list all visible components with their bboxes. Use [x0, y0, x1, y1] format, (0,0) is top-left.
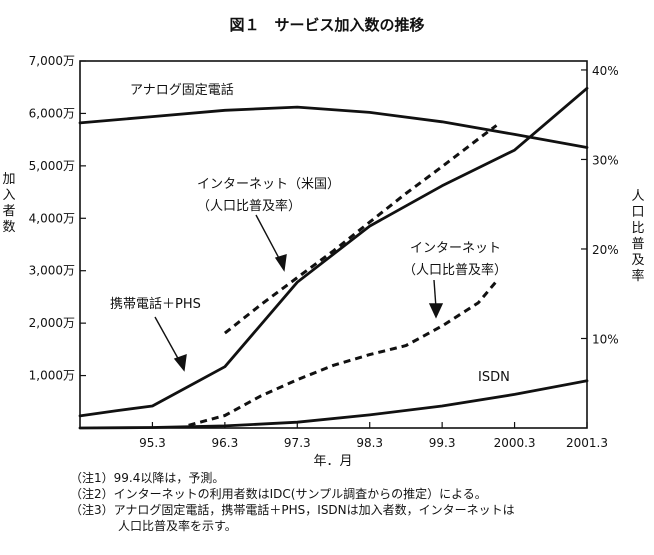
annotation-internet-2: （人口比普及率） — [403, 262, 507, 278]
x-tick-label: 95.3 — [139, 436, 166, 450]
note-1-mark: （注1） — [70, 471, 114, 485]
annotation-analog: アナログ固定電話 — [130, 82, 234, 98]
note-2-mark: （注2） — [70, 487, 114, 501]
note-3-text: アナログ固定電話，携帯電話＋PHS，ISDNは加入者数，インターネットは — [113, 503, 515, 517]
service-subscriptions-chart: 図１ サービス加入数の推移 1,000万 2,000万 3,000万 4,000万 5,… — [2, 16, 644, 469]
right-tick-label: 40% — [592, 64, 619, 78]
chart-title: 図１ サービス加入数の推移 — [229, 16, 424, 34]
x-tick-label: 2001.3 — [566, 436, 608, 450]
arrowhead-mobile — [173, 353, 187, 372]
left-tick-label: 5,000万 — [29, 159, 75, 173]
left-tick-label: 2,000万 — [29, 316, 75, 330]
series-line-1 — [78, 86, 589, 418]
right-tick-label: 20% — [592, 243, 619, 257]
arrowhead-internet — [428, 303, 444, 319]
notes: （注1）99.4以降は，予測。 （注2）インターネットの利用者数はIDC(サンプ… — [70, 470, 650, 534]
arrow-mobile — [154, 316, 181, 363]
left-tick-label: 6,000万 — [29, 106, 75, 120]
x-tick-label: 2000.3 — [494, 436, 536, 450]
x-tick-label: 97.3 — [284, 436, 311, 450]
note-2: （注2）インターネットの利用者数はIDC(サンプル調査からの推定）による。 — [70, 486, 650, 502]
annotation-us-internet-2: （人口比普及率） — [197, 198, 301, 214]
right-tick-label: 10% — [592, 332, 619, 346]
ylabel-right-text: 人口比普及率 — [631, 189, 644, 284]
annotation-internet-1: インターネット — [410, 241, 501, 256]
x-tick-label: 98.3 — [356, 436, 383, 450]
left-axis-ticks: 1,000万 2,000万 3,000万 4,000万 5,000万 6,000万 7,00… — [29, 54, 86, 383]
note-4-text: 人口比普及率を示す。 — [118, 519, 237, 533]
annotation-arrows — [154, 214, 444, 372]
ylabel-right: 人口比普及率 — [631, 189, 644, 284]
plot-frame — [79, 60, 588, 429]
x-tick-label: 96.3 — [211, 436, 238, 450]
right-tick-label: 30% — [592, 153, 619, 167]
series-layer — [78, 86, 589, 430]
note-4: 人口比普及率を示す。 — [70, 518, 650, 534]
x-axis-label: 年．月 — [313, 454, 352, 469]
arrow-us-internet — [255, 214, 282, 263]
note-3-mark: （注3） — [70, 503, 114, 517]
arrowhead-us-internet — [274, 254, 287, 272]
left-tick-label: 4,000万 — [29, 211, 75, 225]
series-line-2 — [78, 379, 589, 430]
left-tick-label: 1,000万 — [29, 369, 75, 383]
annotation-mobile: 携帯電話＋PHS — [110, 296, 201, 312]
note-3: （注3）アナログ固定電話，携帯電話＋PHS，ISDNは加入者数，インターネットは — [70, 502, 650, 518]
annotation-isdn: ISDN — [478, 370, 510, 385]
note-1-text: 99.4以降は，予測。 — [113, 471, 225, 485]
left-tick-label: 3,000万 — [29, 264, 75, 278]
note-1: （注1）99.4以降は，予測。 — [70, 470, 650, 486]
right-axis-ticks: 10% 20% 30% 40% — [581, 64, 619, 346]
x-tick-label: 99.3 — [429, 436, 456, 450]
note-2-text: インターネットの利用者数はIDC(サンプル調査からの推定）による。 — [113, 487, 487, 501]
series-line-3 — [223, 124, 498, 335]
ylabel-left: 加入者数 — [2, 172, 15, 235]
x-axis-ticks: 95.3 96.3 97.3 98.3 99.3 2000.3 2001.3 — [139, 422, 608, 450]
left-tick-label: 7,000万 — [29, 54, 75, 68]
annotation-us-internet-1: インターネット（米国） — [197, 177, 340, 192]
series-line-0 — [78, 105, 589, 149]
